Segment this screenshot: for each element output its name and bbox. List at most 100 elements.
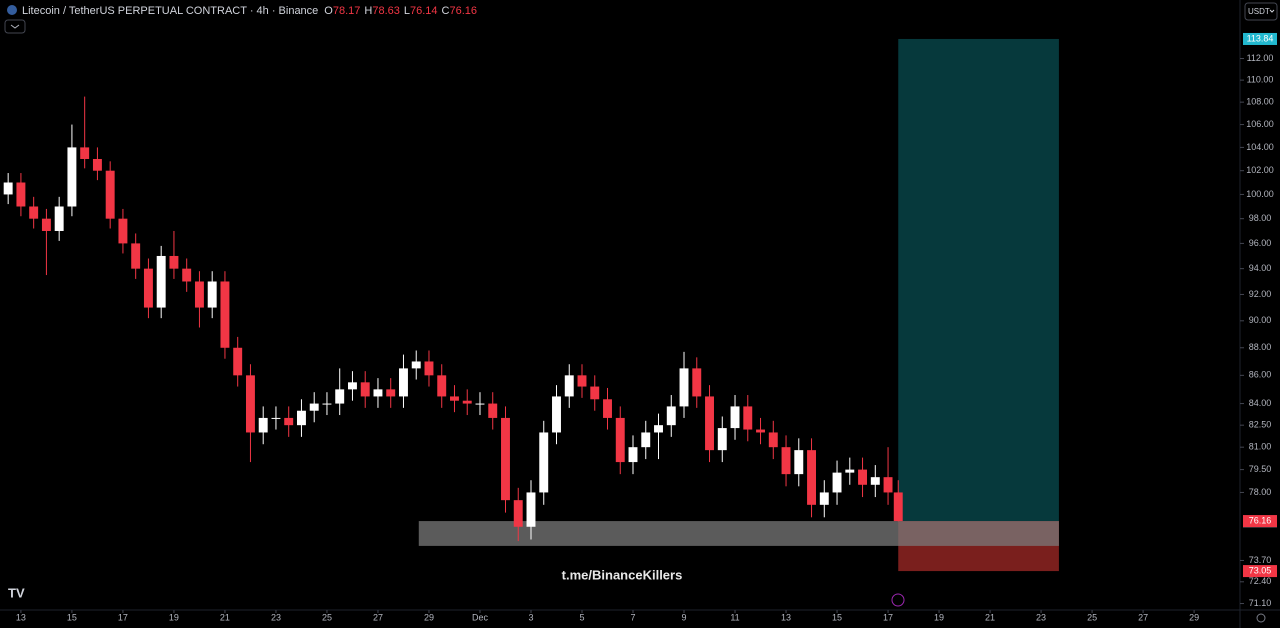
candle-body xyxy=(182,268,192,282)
entry-label: 76.16 xyxy=(1249,515,1272,525)
candle-body xyxy=(335,389,345,404)
candle-body xyxy=(577,375,587,387)
y-tick-label: 81.00 xyxy=(1249,442,1272,452)
y-tick-label: 100.00 xyxy=(1246,189,1274,199)
candle-body xyxy=(564,375,574,397)
symbol-icon xyxy=(7,5,17,15)
y-tick-label: 84.00 xyxy=(1249,398,1272,408)
candle-body xyxy=(590,386,600,400)
candle-body xyxy=(893,492,903,522)
x-tick-label: 5 xyxy=(579,612,584,622)
candle-body xyxy=(692,368,702,397)
candle-body xyxy=(194,281,204,308)
legend-key: C xyxy=(442,5,450,17)
candle-body xyxy=(450,396,459,401)
legend-value: 76.16 xyxy=(449,5,477,17)
target-label-bg xyxy=(1243,32,1277,45)
y-tick-label: 102.00 xyxy=(1246,165,1274,175)
candle-body xyxy=(54,206,64,231)
candle-body xyxy=(233,347,243,376)
candle-body xyxy=(258,417,268,433)
x-tick-label: 19 xyxy=(169,612,179,622)
candle-body xyxy=(883,477,893,493)
x-tick-label: 11 xyxy=(730,612,739,622)
candle-body xyxy=(705,396,714,451)
candle-body xyxy=(437,375,447,397)
collapse-button[interactable] xyxy=(4,19,26,34)
tv-logo: TV xyxy=(8,585,25,600)
x-tick-label: 9 xyxy=(682,612,687,622)
stop-label: 73.05 xyxy=(1249,565,1272,575)
candle-body xyxy=(819,492,829,505)
candle-body xyxy=(501,417,510,501)
chevron-icon xyxy=(10,24,20,29)
plot xyxy=(3,38,1059,572)
candle-body xyxy=(858,469,868,485)
candle-body xyxy=(143,268,153,308)
candle-body xyxy=(717,428,727,451)
stop-label-bg xyxy=(1243,565,1277,578)
x-tick-label: 17 xyxy=(118,612,128,622)
candle-body xyxy=(220,281,230,348)
candle-body xyxy=(756,429,765,433)
settings-icon[interactable] xyxy=(1256,613,1266,623)
y-tick-label: 71.10 xyxy=(1249,598,1272,608)
y-tick-label: 110.00 xyxy=(1247,75,1274,85)
target-area xyxy=(898,38,1059,522)
legend-value: 78.63 xyxy=(372,5,400,17)
candle-body xyxy=(169,255,179,269)
candle-body xyxy=(462,400,472,404)
candle-body xyxy=(29,206,39,219)
x-tick-label: 17 xyxy=(883,612,893,622)
alert-icon[interactable] xyxy=(891,593,905,607)
candle-body xyxy=(488,403,498,418)
candle-body xyxy=(348,382,357,390)
x-tick-label: 27 xyxy=(373,612,383,622)
y-tick-label: 104.00 xyxy=(1246,142,1274,152)
chevron-icon xyxy=(1269,9,1275,13)
candle-body xyxy=(271,417,281,419)
candle-body xyxy=(156,255,166,308)
legend-key: L xyxy=(404,5,410,17)
candle-body xyxy=(794,450,804,475)
y-tick-label: 106.00 xyxy=(1246,119,1274,129)
candle-body xyxy=(3,182,13,195)
candle-body xyxy=(526,492,536,527)
candle-body xyxy=(92,158,102,171)
candle-body xyxy=(628,447,638,463)
candle-body xyxy=(245,375,255,433)
y-tick-label: 86.00 xyxy=(1249,370,1272,380)
x-tick-label: 27 xyxy=(1138,612,1148,622)
x-tick-label: 7 xyxy=(630,612,635,622)
x-tick-label: 13 xyxy=(781,612,791,622)
candle-body xyxy=(832,472,842,493)
candle-body xyxy=(284,417,294,426)
target-label: 113.84 xyxy=(1247,33,1274,43)
candle-body xyxy=(679,368,689,407)
legend-key: H xyxy=(364,5,372,17)
currency-button[interactable] xyxy=(1244,2,1278,21)
x-tick-label: 23 xyxy=(1036,612,1046,622)
x-tick-label: 25 xyxy=(1087,612,1097,622)
legend-value: 76.14 xyxy=(410,5,438,17)
candle-body xyxy=(424,361,434,376)
candle-body xyxy=(845,469,855,473)
watermark: t.me/BinanceKillers xyxy=(562,567,683,582)
y-tick-label: 79.50 xyxy=(1249,464,1272,474)
candle-body xyxy=(399,368,408,397)
y-tick-label: 96.00 xyxy=(1249,238,1272,248)
x-tick-label: 15 xyxy=(67,612,77,622)
x-tick-label: 25 xyxy=(322,612,332,622)
candle-body xyxy=(322,403,332,405)
candle-body xyxy=(730,406,740,429)
entry-label-bg xyxy=(1243,515,1277,528)
x-tick-label: 21 xyxy=(985,612,995,622)
candle-body xyxy=(807,450,816,505)
candle-body xyxy=(539,432,549,493)
candle-body xyxy=(654,425,663,433)
y-tick-label: 78.00 xyxy=(1249,487,1272,497)
candle-body xyxy=(743,406,753,430)
candle-body xyxy=(386,389,396,397)
x-tick-label: Dec xyxy=(472,612,489,622)
